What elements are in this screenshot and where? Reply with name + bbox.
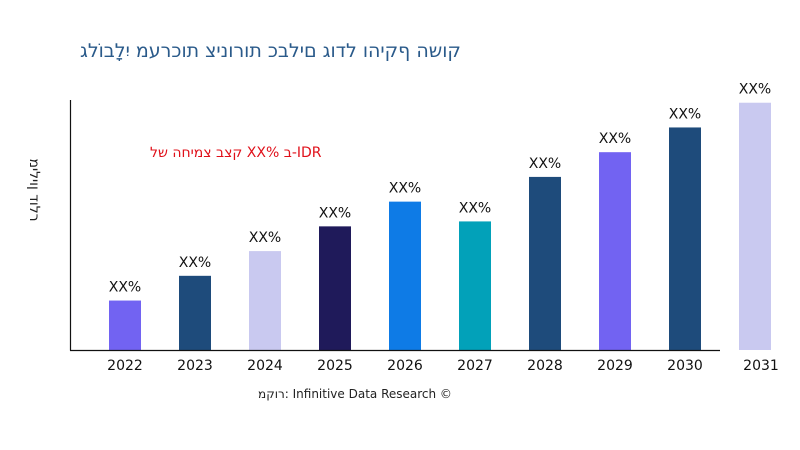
data-label-2029: XX% bbox=[599, 131, 631, 147]
data-label-2023: XX% bbox=[179, 255, 211, 271]
data-label-2028: XX% bbox=[529, 156, 561, 172]
chart-title: קושה ףקיהו לדוג םילבכ תורוניצ תוכרעמ יִל… bbox=[80, 40, 461, 62]
bar-2030 bbox=[669, 127, 701, 350]
x-tick-label-2025: 2025 bbox=[317, 358, 353, 374]
x-tick-label-2022: 2022 bbox=[107, 358, 143, 374]
bar-2025 bbox=[319, 226, 351, 350]
x-tick-label-2023: 2023 bbox=[177, 358, 213, 374]
bar-2031 bbox=[739, 102, 771, 351]
x-tick-label-2026: 2026 bbox=[387, 358, 423, 374]
bar-2023 bbox=[179, 275, 211, 350]
x-tick-label-2030: 2030 bbox=[667, 358, 703, 374]
bar-2027 bbox=[459, 221, 491, 350]
x-tick-label-2029: 2029 bbox=[597, 358, 633, 374]
bar-2028 bbox=[529, 176, 561, 350]
data-label-2025: XX% bbox=[319, 205, 351, 221]
data-label-2027: XX% bbox=[459, 200, 491, 216]
x-tick-label-2024: 2024 bbox=[247, 358, 283, 374]
bar-2022 bbox=[109, 300, 141, 350]
data-label-2030: XX% bbox=[669, 106, 701, 122]
data-label-2024: XX% bbox=[249, 230, 281, 246]
growth-annotation: קצב צמיחה של XX% ב-IDR bbox=[150, 145, 322, 161]
x-tick-label-2028: 2028 bbox=[527, 358, 563, 374]
source-credit: רוקמ: Infinitive Data Research © bbox=[258, 387, 452, 401]
bar-2029 bbox=[599, 152, 631, 350]
x-tick-label-2027: 2027 bbox=[457, 358, 493, 374]
bar-2026 bbox=[389, 201, 421, 350]
data-label-2026: XX% bbox=[389, 181, 421, 197]
x-tick-label-2031: 2031 bbox=[743, 358, 779, 374]
data-label-2031: XX% bbox=[739, 82, 771, 98]
bar-2024 bbox=[249, 251, 281, 350]
data-label-2022: XX% bbox=[109, 280, 141, 296]
